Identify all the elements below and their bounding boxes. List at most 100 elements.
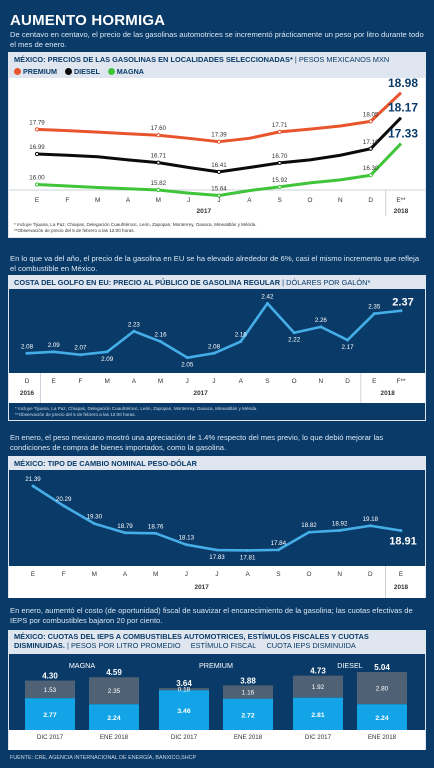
data-label-diesel: 16.71	[151, 153, 167, 160]
us-gas-note: * Incluye Tijuana, La Paz, Chiapas, Dele…	[15, 406, 258, 411]
ieps-total-label: 4.73	[310, 667, 326, 676]
series-point-premium	[216, 139, 222, 144]
x-tick-label: S	[278, 197, 282, 204]
x-tick-label: M	[95, 197, 100, 204]
x-tick-label: E	[35, 197, 39, 204]
ieps-bar-cuota	[89, 704, 139, 730]
us-axis-band	[9, 373, 425, 403]
fx-point	[184, 543, 188, 547]
us-gas-data-label: 2.08	[208, 343, 221, 350]
ieps-x-tick-label: DIC 2017	[305, 734, 332, 741]
ieps-cuota-label: 2.24	[107, 715, 120, 722]
us-gas-data-label: 2.42	[261, 293, 274, 300]
us-x-tick-label: F	[78, 378, 82, 385]
x-tick-label: N	[338, 197, 343, 204]
fx-x-tick-label: N	[337, 571, 342, 578]
fx-header: MÉXICO: TIPO DE CAMBIO NOMINAL PESO-DÓLA…	[8, 456, 426, 470]
us-x-tick-label: A	[132, 378, 137, 385]
legend-diesel-swatch	[64, 68, 72, 75]
data-label-premium: 18.05	[363, 111, 379, 118]
series-point-diesel	[368, 146, 373, 151]
fx-point	[215, 548, 219, 552]
series-point-magna	[368, 173, 373, 178]
data-label-magna: 15.82	[151, 180, 167, 187]
data-label-premium: 17.71	[272, 122, 288, 129]
us-x-tick-label: O	[292, 378, 297, 385]
data-label-diesel: 18.17	[388, 101, 418, 115]
us-gas-data-label: 2.05	[181, 362, 194, 369]
fx-point	[123, 531, 127, 535]
fx-data-label: 17.81	[240, 554, 256, 561]
ieps-axis-band	[9, 730, 425, 750]
ieps-bar-cuota	[223, 698, 273, 730]
series-point-magna	[277, 184, 282, 190]
x-tick-label: O	[308, 197, 313, 204]
ieps-total-label: 4.59	[106, 668, 122, 677]
us-gas-chart: 2.08 2.09 2.07 2.09 2.23 2.16 2.05 2.08 2.16 2.42…	[9, 293, 425, 417]
series-point-premium	[368, 119, 373, 124]
us-x-tick-label: J	[212, 378, 215, 385]
x-tick-label: J	[217, 197, 220, 204]
ieps-total-label: 4.30	[42, 672, 58, 681]
ieps-bar-estimulo	[159, 688, 209, 691]
text-4: En enero, aumentó el costo (de oportunid…	[10, 606, 413, 625]
series-point-premium	[277, 129, 282, 134]
us-gas-header: COSTA DEL GOLFO EN EU: PRECIO AL PÚBLICO…	[8, 275, 426, 289]
ieps-bar-estimulo	[223, 685, 273, 699]
series-point-premium	[34, 127, 40, 132]
ieps-title: MÉXICO: CUOTAS DEL IEPS A COMBUSTIBLES A…	[14, 632, 369, 650]
data-label-premium: 18.98	[388, 78, 418, 90]
ieps-estimulo-label: 1.16	[242, 690, 255, 697]
fx-x-tick-label: M	[153, 571, 158, 578]
fx-point	[368, 524, 372, 528]
data-label-diesel: 16.70	[272, 153, 288, 160]
us-gas-data-label: 2.22	[288, 337, 301, 344]
us-x-tick-label: F**	[397, 378, 406, 385]
ieps-group-label: MAGNA	[69, 661, 96, 670]
year-label: 2017	[196, 208, 211, 215]
fx-data-label: 18.13	[179, 535, 195, 542]
ieps-panel: MAGNA 4.30 1.53 2.77 DIC 2017 4.59 2.35 2.24 ENE…	[8, 654, 426, 750]
series-point-magna	[34, 182, 40, 187]
us-gas-unit: DÓLARES POR GALÓN*	[286, 278, 371, 287]
us-gas-note: **Observación de precio del 5 de febrero…	[15, 412, 136, 417]
ieps-legend-1: PESOS POR LITRO PROMEDIO	[70, 641, 181, 650]
us-gas-point	[52, 350, 56, 354]
data-label-diesel: 17.16	[363, 139, 379, 146]
fx-data-label: 18.79	[117, 523, 133, 530]
ieps-bar-estimulo	[89, 677, 139, 705]
ieps-group-label: DIESEL	[337, 661, 363, 670]
fx-year-label: 2018	[394, 584, 409, 591]
us-gas-data-label: 2.09	[101, 356, 114, 363]
ieps-x-tick-label: ENE 2018	[234, 734, 263, 741]
fx-point	[246, 548, 250, 552]
fx-x-tick-label: E	[399, 571, 403, 578]
ieps-cuota-label: 3.46	[177, 708, 190, 715]
us-gas-point	[239, 340, 243, 344]
legend-premium: PREMIUM	[23, 67, 57, 76]
us-gas-data-label: 2.16	[155, 332, 168, 339]
series-point-premium	[156, 133, 161, 138]
series-point-diesel	[277, 160, 282, 166]
us-x-tick-label: J	[186, 378, 189, 385]
ieps-x-tick-label: ENE 2018	[368, 734, 397, 741]
fx-data-label: 18.82	[301, 522, 317, 529]
us-gas-point	[132, 329, 136, 333]
ieps-cuota-label: 2.72	[241, 712, 254, 719]
us-gas-point	[159, 340, 163, 344]
us-gas-data-label: 2.08	[21, 343, 34, 350]
us-gas-point	[292, 331, 296, 335]
us-gas-point	[372, 312, 376, 316]
intro-text: De centavo en centavo, el precio de las …	[10, 30, 424, 49]
ieps-bar-cuota	[293, 697, 343, 730]
us-gas-data-label: 2.16	[235, 332, 248, 339]
us-x-tick-label: E	[52, 378, 56, 385]
us-gas-panel: 2.08 2.09 2.07 2.09 2.23 2.16 2.05 2.08 2.16 2.42…	[8, 289, 426, 421]
x-tick-label: M	[156, 197, 161, 204]
data-label-diesel: 16.41	[211, 162, 227, 169]
ieps-cuota-label: 2.24	[375, 715, 388, 722]
fx-data-label: 20.29	[56, 496, 72, 503]
us-x-tick-label: D	[25, 378, 30, 385]
fx-x-tick-label: E	[31, 571, 35, 578]
us-x-tick-label: M	[158, 378, 163, 385]
